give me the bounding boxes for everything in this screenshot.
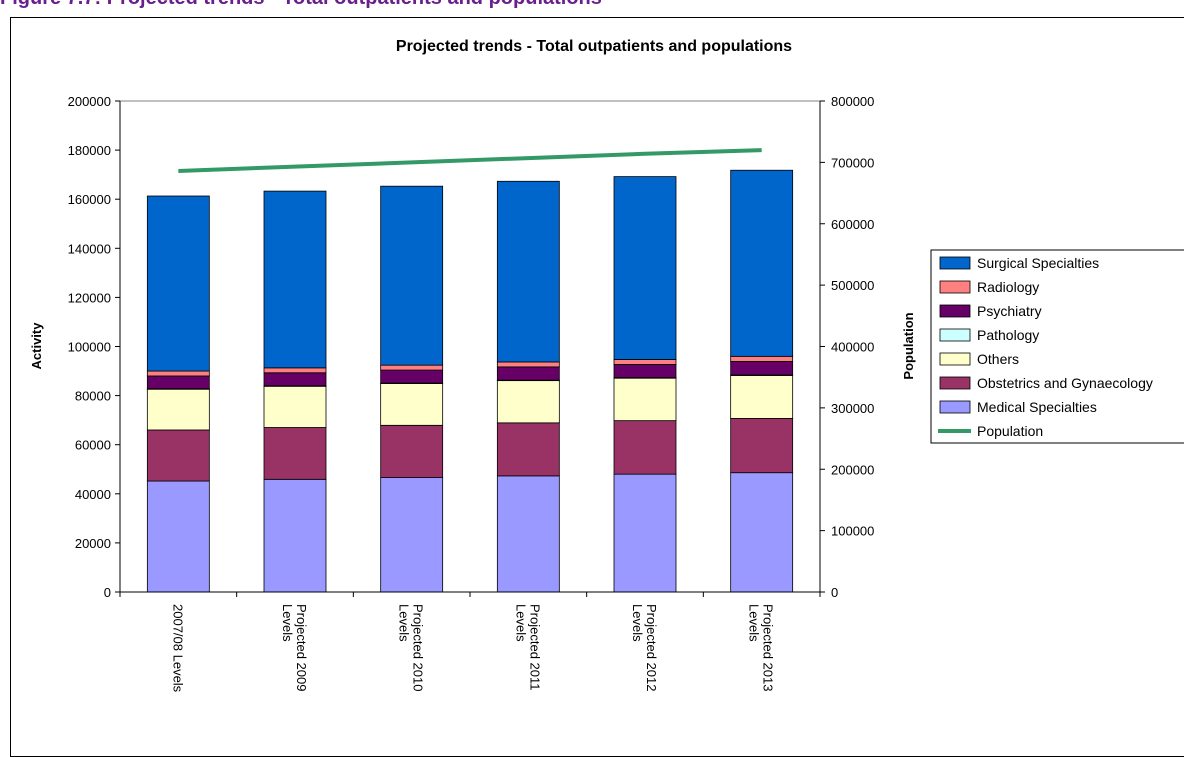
bar-segment-4-4 <box>613 364 677 379</box>
legend-entry: Others <box>977 351 1019 367</box>
bar-segment-6-3 <box>496 180 560 363</box>
y-tick-label: 180000 <box>68 143 111 158</box>
bar-segment-0-0 <box>146 480 210 593</box>
population-line <box>178 148 762 173</box>
legend-swatch <box>939 304 971 318</box>
bar-segment-5-2 <box>380 364 444 371</box>
y-tick-label: 200000 <box>68 94 111 109</box>
bar-segment-2-1 <box>263 385 327 428</box>
bar-segment-0-1 <box>263 478 327 593</box>
axes: 0 20000 40000 60000 80000 100000 120000 140000 1… <box>68 94 875 693</box>
bar-segment-1-1 <box>263 427 327 480</box>
y2-tick-label: 0 <box>831 585 838 600</box>
y-tick-label: 40000 <box>75 487 111 502</box>
y-axis-title: Activity <box>29 322 44 370</box>
legend-swatch <box>939 328 971 342</box>
bar-segment-4-1 <box>263 372 327 387</box>
plot-border <box>119 100 821 593</box>
y2-tick-label: 200000 <box>831 462 874 477</box>
figure-heading: Figure 7.7: Projected trends - Total out… <box>0 0 1184 9</box>
bar-segment-6-0 <box>146 195 210 372</box>
bar-segment-1-3 <box>496 422 560 477</box>
bar-segment-1-5 <box>730 418 794 474</box>
y-tick-label: 0 <box>104 585 111 600</box>
legend-swatch <box>939 256 971 270</box>
bar-segment-5-5 <box>730 355 794 362</box>
x-tick-label: Projected 2011Levels <box>513 604 542 691</box>
legend-entry: Pathology <box>977 327 1039 343</box>
bar-segment-0-2 <box>380 477 444 593</box>
bar-segment-4-5 <box>730 361 794 376</box>
x-tick-label: Projected 2009Levels <box>280 604 309 691</box>
y2-tick-label: 800000 <box>831 94 874 109</box>
x-tick-label: 2007/08 Levels <box>170 604 185 693</box>
bar-segment-6-1 <box>263 190 327 369</box>
x-tick-label: Projected 2012Levels <box>630 604 659 691</box>
y2-tick-label: 300000 <box>831 401 874 416</box>
legend-entry: Population <box>977 423 1043 439</box>
bar-segment-4-3 <box>496 366 560 381</box>
bars <box>146 169 794 593</box>
bar-segment-6-2 <box>380 185 444 366</box>
y-tick-label: 160000 <box>68 192 111 207</box>
legend-entry: Psychiatry <box>977 303 1042 319</box>
bar-segment-2-2 <box>380 383 444 426</box>
bar-segment-0-4 <box>613 473 677 593</box>
bar-segment-0-3 <box>496 475 560 593</box>
bar-segment-1-0 <box>146 429 210 482</box>
bar-segment-1-2 <box>380 424 444 478</box>
bar-segment-5-0 <box>146 370 210 377</box>
bar-segment-2-3 <box>496 380 560 424</box>
y2-tick-label: 100000 <box>831 524 874 539</box>
legend-swatch <box>939 400 971 414</box>
legend-swatch <box>939 352 971 366</box>
bar-segment-5-1 <box>263 367 327 374</box>
y-tick-label: 120000 <box>68 290 111 305</box>
legend-swatch <box>939 280 971 294</box>
population-series-line <box>178 148 762 173</box>
x-tick-label: Projected 2013Levels <box>747 604 776 691</box>
legend-swatch <box>939 376 971 390</box>
bar-segment-6-5 <box>730 169 794 357</box>
y2-tick-label: 600000 <box>831 217 874 232</box>
legend-box <box>930 249 1184 444</box>
y-tick-label: 140000 <box>68 241 111 256</box>
y2-tick-label: 500000 <box>831 278 874 293</box>
legend-entry: Obstetrics and Gynaecology <box>977 375 1153 391</box>
stacked-bar-chart: Projected trends - Total outpatients and… <box>29 38 1184 693</box>
y-tick-label: 100000 <box>68 340 111 355</box>
y-tick-label: 60000 <box>75 438 111 453</box>
y2-tick-label: 400000 <box>831 340 874 355</box>
bar-segment-0-5 <box>730 472 794 593</box>
bar-segment-4-0 <box>146 375 210 390</box>
legend: Surgical Specialties Radiology Psychiatry P… <box>930 249 1184 444</box>
bar-segment-2-4 <box>613 377 677 422</box>
bar-segment-2-0 <box>146 388 210 431</box>
y-tick-label: 20000 <box>75 536 111 551</box>
bar-segment-2-5 <box>730 375 794 419</box>
plot-area <box>119 100 821 593</box>
chart-title: Projected trends - Total outpatients and… <box>396 38 792 55</box>
y2-axis-title: Population <box>901 312 916 379</box>
x-tick-label: Projected 2010Levels <box>397 604 426 691</box>
y-tick-label: 80000 <box>75 389 111 404</box>
legend-entry: Surgical Specialties <box>977 255 1099 271</box>
bar-segment-1-4 <box>613 420 677 475</box>
bar-segment-6-4 <box>613 176 677 360</box>
bar-segment-5-4 <box>613 359 677 365</box>
legend-entry: Medical Specialties <box>977 399 1097 415</box>
bar-segment-4-2 <box>380 369 444 384</box>
legend-entry: Radiology <box>977 279 1039 295</box>
bar-segment-5-3 <box>496 361 560 368</box>
y2-tick-label: 700000 <box>831 155 874 170</box>
